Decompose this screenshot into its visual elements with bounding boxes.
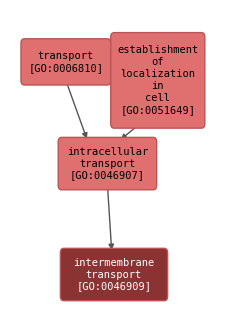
- FancyBboxPatch shape: [110, 33, 204, 128]
- Text: intracellular
transport
[GO:0046907]: intracellular transport [GO:0046907]: [67, 147, 147, 181]
- FancyBboxPatch shape: [58, 137, 156, 190]
- Text: establishment
of
localization
in
cell
[GO:0051649]: establishment of localization in cell [G…: [117, 45, 197, 115]
- Text: intermembrane
transport
[GO:0046909]: intermembrane transport [GO:0046909]: [73, 257, 154, 291]
- FancyBboxPatch shape: [60, 248, 167, 301]
- Text: transport
[GO:0006810]: transport [GO:0006810]: [28, 51, 103, 73]
- FancyBboxPatch shape: [21, 39, 110, 85]
